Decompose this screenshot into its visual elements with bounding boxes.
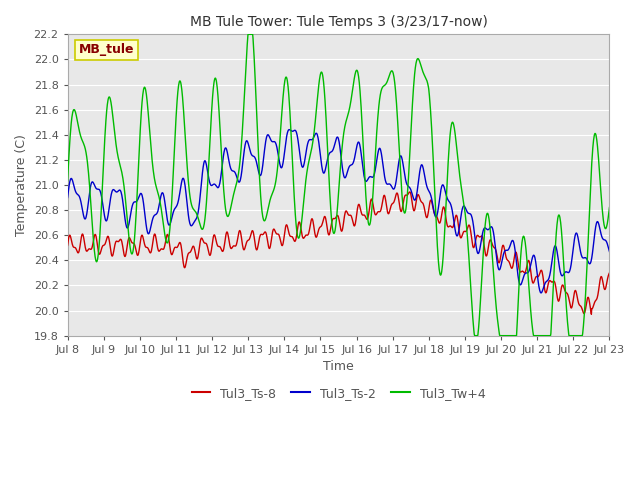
Legend: Tul3_Ts-8, Tul3_Ts-2, Tul3_Tw+4: Tul3_Ts-8, Tul3_Ts-2, Tul3_Tw+4 bbox=[187, 382, 490, 405]
X-axis label: Time: Time bbox=[323, 360, 354, 373]
Text: MB_tule: MB_tule bbox=[79, 43, 134, 56]
Title: MB Tule Tower: Tule Temps 3 (3/23/17-now): MB Tule Tower: Tule Temps 3 (3/23/17-now… bbox=[189, 15, 488, 29]
Y-axis label: Temperature (C): Temperature (C) bbox=[15, 134, 28, 236]
